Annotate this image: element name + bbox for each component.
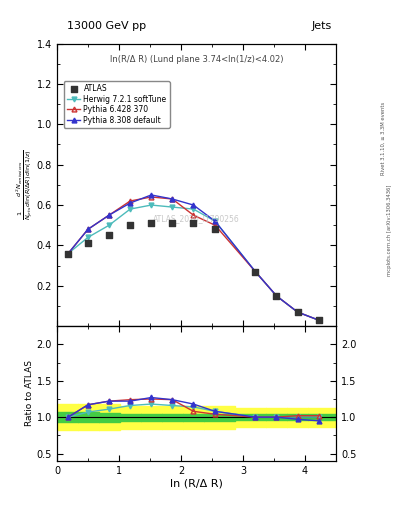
Pythia 8.308 default <box>191 202 196 208</box>
Text: ln(R/Δ R) (Lund plane 3.74<ln(1/z)<4.02): ln(R/Δ R) (Lund plane 3.74<ln(1/z)<4.02) <box>110 55 283 64</box>
Y-axis label: Ratio to ATLAS: Ratio to ATLAS <box>25 360 34 426</box>
Text: 13000 GeV pp: 13000 GeV pp <box>66 20 146 31</box>
ATLAS <box>294 308 301 316</box>
Herwig 7.2.1 softTune <box>316 317 321 323</box>
Line: Herwig 7.2.1 softTune: Herwig 7.2.1 softTune <box>66 203 321 323</box>
ATLAS <box>212 225 218 233</box>
Y-axis label: $\frac{1}{N_{jets}} \frac{d^2 N_{emissions}}{d\ln(R/\Delta R)\, d\ln(1/z)}$: $\frac{1}{N_{jets}} \frac{d^2 N_{emissio… <box>15 150 35 220</box>
ATLAS <box>190 219 196 227</box>
Pythia 6.428 370 <box>213 222 217 228</box>
Pythia 6.428 370 <box>274 293 279 299</box>
Herwig 7.2.1 softTune <box>170 204 174 210</box>
Herwig 7.2.1 softTune <box>66 250 70 257</box>
ATLAS <box>274 292 280 300</box>
Pythia 8.308 default <box>107 212 112 218</box>
Pythia 6.428 370 <box>170 196 174 202</box>
Pythia 8.308 default <box>295 309 300 315</box>
Text: ATLAS_2020_I1790256: ATLAS_2020_I1790256 <box>153 215 240 223</box>
Herwig 7.2.1 softTune <box>107 222 112 228</box>
Pythia 6.428 370 <box>253 269 258 275</box>
Pythia 8.308 default <box>86 226 90 232</box>
Pythia 6.428 370 <box>128 198 132 204</box>
X-axis label: ln (R/Δ R): ln (R/Δ R) <box>170 478 223 488</box>
Pythia 8.308 default <box>66 250 70 257</box>
Legend: ATLAS, Herwig 7.2.1 softTune, Pythia 6.428 370, Pythia 8.308 default: ATLAS, Herwig 7.2.1 softTune, Pythia 6.4… <box>64 81 170 128</box>
Pythia 8.308 default <box>170 196 174 202</box>
Text: Rivet 3.1.10, ≥ 3.3M events: Rivet 3.1.10, ≥ 3.3M events <box>381 101 386 175</box>
Line: Pythia 6.428 370: Pythia 6.428 370 <box>66 195 321 323</box>
ATLAS <box>252 268 259 276</box>
Text: Jets: Jets <box>312 20 332 31</box>
ATLAS <box>148 219 154 227</box>
Pythia 6.428 370 <box>149 194 154 200</box>
Pythia 6.428 370 <box>316 317 321 323</box>
Herwig 7.2.1 softTune <box>213 218 217 224</box>
Pythia 6.428 370 <box>295 309 300 315</box>
Pythia 6.428 370 <box>86 226 90 232</box>
Pythia 6.428 370 <box>107 212 112 218</box>
ATLAS <box>169 219 175 227</box>
Herwig 7.2.1 softTune <box>295 309 300 315</box>
Pythia 8.308 default <box>213 218 217 224</box>
Line: Pythia 8.308 default: Pythia 8.308 default <box>66 193 321 323</box>
Herwig 7.2.1 softTune <box>149 202 154 208</box>
ATLAS <box>65 249 71 258</box>
Pythia 6.428 370 <box>191 212 196 218</box>
Herwig 7.2.1 softTune <box>253 269 258 275</box>
Pythia 8.308 default <box>149 192 154 198</box>
Pythia 8.308 default <box>316 317 321 323</box>
ATLAS <box>127 221 133 229</box>
ATLAS <box>316 316 322 324</box>
Pythia 6.428 370 <box>66 250 70 257</box>
Herwig 7.2.1 softTune <box>86 234 90 241</box>
ATLAS <box>85 239 91 247</box>
ATLAS <box>106 231 112 240</box>
Pythia 8.308 default <box>253 269 258 275</box>
Pythia 8.308 default <box>274 293 279 299</box>
Pythia 8.308 default <box>128 200 132 206</box>
Herwig 7.2.1 softTune <box>191 206 196 212</box>
Herwig 7.2.1 softTune <box>128 206 132 212</box>
Text: mcplots.cern.ch [arXiv:1306.3436]: mcplots.cern.ch [arXiv:1306.3436] <box>387 185 391 276</box>
Herwig 7.2.1 softTune <box>274 293 279 299</box>
